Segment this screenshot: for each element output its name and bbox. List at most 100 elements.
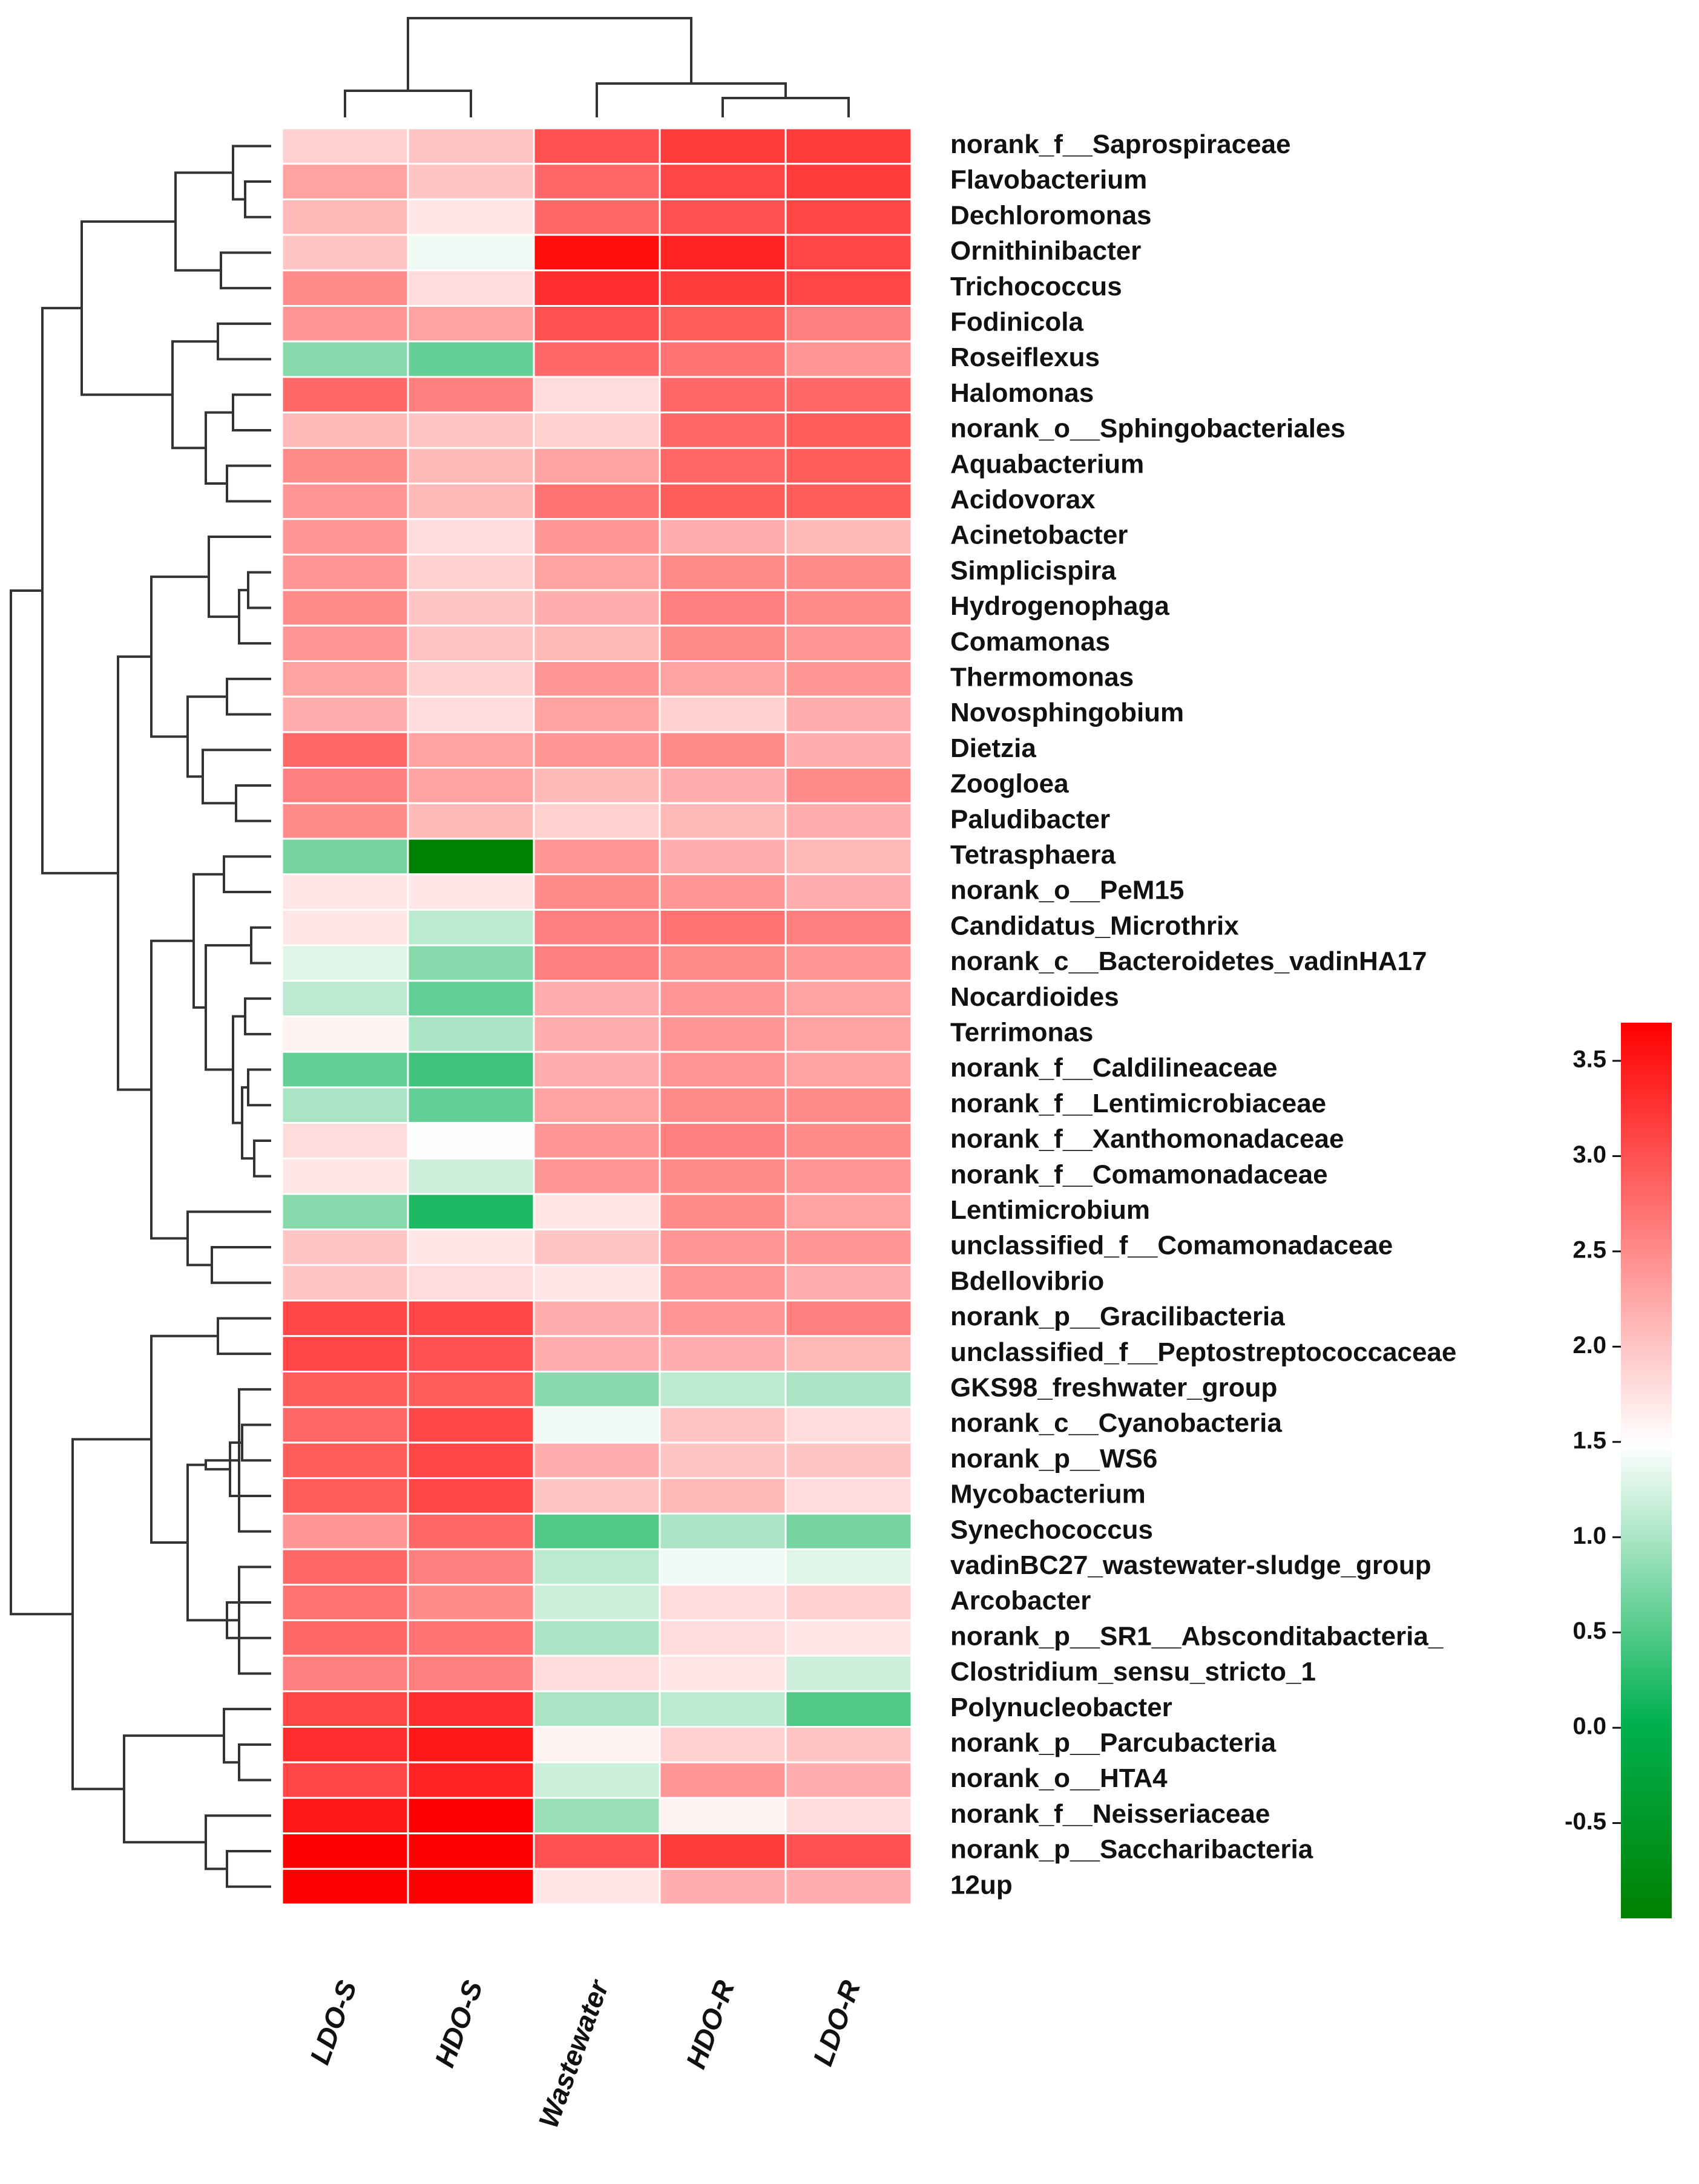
heatmap-cell — [533, 340, 661, 378]
heatmap-cell — [784, 127, 913, 165]
dendrogram-link — [244, 997, 271, 1035]
heatmap-cell — [281, 1690, 409, 1728]
heatmap-cell — [659, 198, 787, 236]
heatmap-cell — [281, 412, 409, 449]
row-label: GKS98_freshwater_group — [950, 1372, 1277, 1402]
heatmap-cell — [533, 269, 661, 307]
heatmap-cell — [533, 447, 661, 485]
colorbar-tick-label: 1.0 — [1572, 1523, 1606, 1549]
heatmap-cell — [281, 198, 409, 236]
heatmap-cell — [281, 1122, 409, 1159]
row-label: Mycobacterium — [950, 1480, 1146, 1509]
heatmap-cell — [281, 625, 409, 663]
heatmap-cell — [407, 376, 535, 414]
row-label: Polynucleobacter — [950, 1693, 1172, 1722]
dendrogram-link — [217, 322, 271, 361]
heatmap-cell — [784, 980, 913, 1018]
heatmap-cell — [281, 1477, 409, 1515]
dendrogram-link — [41, 307, 118, 874]
heatmap-cell — [281, 873, 409, 911]
column-label: HDO-R — [680, 1976, 740, 2073]
heatmap-cell — [533, 1797, 661, 1835]
row-label: norank_o__PeM15 — [950, 876, 1184, 905]
colorbar-tick-label: 3.0 — [1572, 1141, 1606, 1168]
dendrogram-link — [253, 1139, 271, 1178]
dendrogram-link — [247, 571, 271, 609]
heatmap-cell — [659, 1371, 787, 1408]
row-label: norank_f__Saprospiraceae — [950, 130, 1291, 159]
heatmap-cell — [281, 1193, 409, 1231]
column-label: HDO-S — [429, 1976, 489, 2071]
heatmap-cell — [784, 1299, 913, 1337]
heatmap-cell — [407, 660, 535, 698]
heatmap-cell — [407, 340, 535, 378]
heatmap-cell — [407, 767, 535, 804]
heatmap-cell — [407, 1548, 535, 1586]
column-label: LDO-R — [807, 1976, 867, 2070]
dendrogram-link — [192, 873, 224, 1009]
heatmap-grid — [281, 127, 913, 1906]
heatmap-cell — [407, 695, 535, 733]
heatmap-cell — [281, 802, 409, 840]
heatmap-cell — [281, 447, 409, 485]
heatmap-cell — [659, 1335, 787, 1373]
heatmap-cell — [533, 1619, 661, 1657]
dendrogram-link — [205, 411, 233, 485]
heatmap-cell — [407, 553, 535, 591]
heatmap-cell — [407, 1015, 535, 1053]
heatmap-cell — [659, 1619, 787, 1657]
heatmap-cell — [533, 1051, 661, 1089]
heatmap-cell — [281, 1335, 409, 1373]
heatmap-cell — [533, 1264, 661, 1302]
heatmap-cell — [407, 1797, 535, 1835]
heatmap-cell — [659, 305, 787, 343]
row-label: Halomonas — [950, 378, 1094, 408]
colorbar-gradient — [1621, 1023, 1672, 1918]
heatmap-cell — [281, 376, 409, 414]
heatmap-cell — [784, 1122, 913, 1159]
heatmap-cell — [784, 944, 913, 982]
heatmap-cell — [533, 553, 661, 591]
heatmap-cell — [784, 1371, 913, 1408]
column-labels: LDO-S HDO-S Wastewater HDO-R LDO-R — [304, 1975, 867, 2132]
heatmap-cell — [281, 660, 409, 698]
row-label: Ornithinibacter — [950, 236, 1141, 266]
dendrogram-link — [186, 1463, 215, 1622]
heatmap-cell — [784, 1015, 913, 1053]
heatmap-cell — [407, 873, 535, 911]
row-label: Paludibacter — [950, 804, 1110, 834]
heatmap-cell — [659, 1868, 787, 1906]
heatmap-cell — [533, 127, 661, 165]
row-label: Hydrogenophaga — [950, 591, 1169, 621]
row-label: Acidovorax — [950, 485, 1096, 514]
heatmap-cell — [407, 1228, 535, 1266]
heatmap-cell — [281, 518, 409, 556]
heatmap-cell — [659, 269, 787, 307]
heatmap-cell — [659, 1690, 787, 1728]
heatmap-cell — [407, 1371, 535, 1408]
heatmap-cell — [784, 1797, 913, 1835]
heatmap-cell — [784, 1512, 913, 1550]
heatmap-cell — [784, 376, 913, 414]
heatmap-cell — [533, 1122, 661, 1159]
heatmap-cell — [784, 908, 913, 946]
heatmap-cell — [407, 1761, 535, 1799]
heatmap-cell — [784, 589, 913, 627]
heatmap-cell — [533, 873, 661, 911]
heatmap-cell — [281, 731, 409, 769]
dendrogram-link — [226, 464, 271, 503]
heatmap-cell — [533, 980, 661, 1018]
heatmap-cell — [659, 589, 787, 627]
heatmap-cell — [533, 1441, 661, 1480]
colorbar-legend: -0.5 0.0 0.5 1.0 1.5 2.0 2.5 3.0 3.5 — [1565, 1023, 1672, 1918]
heatmap-cell — [407, 1832, 535, 1870]
heatmap-cell — [281, 589, 409, 627]
heatmap-cell — [533, 1193, 661, 1231]
heatmap-cell — [281, 1548, 409, 1586]
heatmap-cell — [407, 447, 535, 485]
heatmap-cell — [533, 1832, 661, 1870]
heatmap-cell — [533, 412, 661, 449]
heatmap-cell — [784, 518, 913, 556]
row-label: unclassified_f__Comamonadaceae — [950, 1231, 1393, 1261]
